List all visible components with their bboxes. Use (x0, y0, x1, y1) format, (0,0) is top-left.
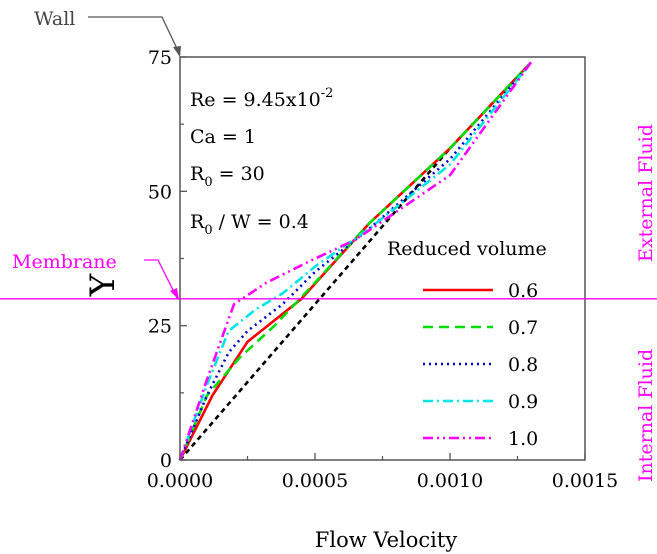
x-tick-label: 0.0000 (147, 470, 213, 492)
x-axis-title: Flow Velocity (315, 528, 458, 552)
legend-label: 0.7 (508, 317, 538, 339)
wall-arrow (88, 16, 181, 56)
annotation-r0: R0 = 30 (190, 163, 265, 190)
legend-label: 0.9 (508, 391, 538, 413)
series-line-0-7 (178, 61, 532, 461)
series-layer (178, 61, 533, 461)
annotation-re: Re = 9.45x10-2 (190, 86, 333, 111)
y-tick-label: 75 (148, 47, 172, 69)
x-tick-label: 0.0010 (417, 470, 483, 492)
y-tick-label: 25 (148, 316, 172, 338)
legend-label: 1.0 (508, 428, 538, 450)
external-fluid-label: External Fluid (635, 124, 657, 262)
legend-label: 0.6 (508, 280, 538, 302)
legend: 0.6 0.7 0.8 0.9 1.0 (423, 280, 538, 450)
y-tick-label: 0 (160, 450, 172, 472)
membrane-label: Membrane (12, 251, 117, 273)
y-tick-label: 50 (148, 181, 172, 203)
legend-title: Reduced volume (387, 238, 547, 260)
series-line-1-0 (178, 61, 533, 461)
wall-label: Wall (34, 8, 75, 30)
internal-fluid-label: Internal Fluid (635, 349, 657, 482)
membrane-arrow (144, 259, 178, 299)
axis-layer: 0.0000 0.0005 0.0010 0.0015 0 25 50 75 (147, 47, 618, 492)
wall-arrowhead (173, 46, 181, 57)
series-line-0-8 (178, 61, 532, 461)
y-axis-title: Y (83, 273, 123, 297)
legend-label: 0.8 (508, 354, 538, 376)
x-tick-label: 0.0005 (282, 470, 348, 492)
membrane-arrowhead (170, 288, 179, 300)
x-tick-label: 0.0015 (552, 470, 618, 492)
annotation-ca: Ca = 1 (190, 126, 256, 148)
series-line-0-9 (178, 61, 533, 461)
annotation-r0-w: R0 / W = 0.4 (190, 211, 309, 238)
